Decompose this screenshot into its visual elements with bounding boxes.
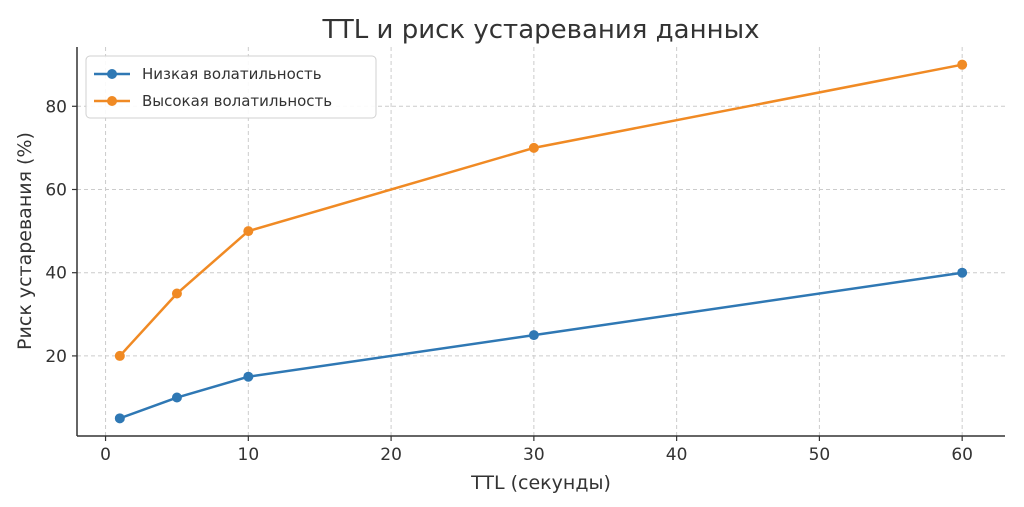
y-tick-label: 40 [45,264,67,284]
series-line [119,271,963,420]
series-layer [114,59,968,424]
legend: Низкая волатильность Высокая волатильност… [85,55,377,119]
x-tick-label: 30 [523,445,545,465]
x-tick-label: 20 [380,445,402,465]
data-point [171,392,182,403]
legend-item-1: Низкая волатильность [94,65,322,83]
data-point [528,330,539,341]
x-tick-label: 0 [100,445,111,465]
x-tick-label: 50 [809,445,831,465]
data-point [528,142,539,153]
data-point [243,226,254,237]
y-tick-label: 80 [45,97,67,117]
y-tick-label: 20 [45,347,67,367]
x-tick-label: 60 [951,445,973,465]
series-2 [114,59,968,361]
data-point [114,350,125,361]
grid [77,47,1005,436]
y-axis-label: Риск устаревания (%) [14,132,36,350]
legend-box [85,55,377,119]
data-point [957,267,968,278]
data-point [171,288,182,299]
x-axis-label: TTL (секунды) [470,472,611,494]
x-tick-label: 10 [238,445,260,465]
x-tick-label: 40 [666,445,688,465]
legend-label: Низкая волатильность [142,65,322,83]
legend-label: Высокая волатильность [142,92,332,110]
chart-title: TTL и риск устаревания данных [321,15,759,45]
series-1 [114,267,968,424]
x-axis-ticks: 0 10 20 30 40 50 60 [100,436,973,465]
legend-swatch-marker [107,69,117,79]
legend-item-2: Высокая волатильность [94,92,332,110]
data-point [243,371,254,382]
y-tick-label: 60 [45,180,67,200]
y-axis-ticks: 20 40 60 80 [45,97,77,367]
legend-swatch-marker [107,96,117,106]
data-point [114,413,125,424]
data-point [957,59,968,70]
